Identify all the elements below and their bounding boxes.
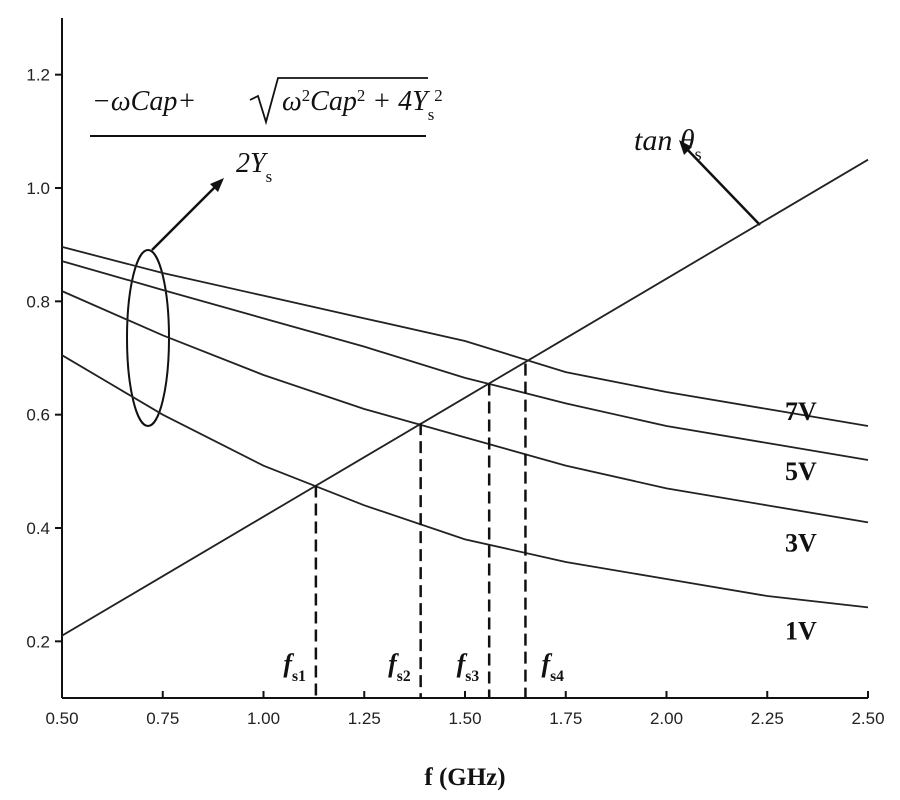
y-tick-label: 0.2 — [26, 632, 50, 651]
text-part: Cap — [310, 86, 357, 117]
series-label: 3V — [785, 528, 817, 557]
series-label: 7V — [785, 397, 817, 426]
x-tick-label: 1.75 — [549, 709, 582, 728]
text-part: s — [266, 167, 273, 186]
text-part: tan — [634, 124, 680, 157]
x-tick-label: 0.75 — [146, 709, 179, 728]
text-part: 2 — [357, 86, 365, 105]
text-part: −ωCap+ — [92, 86, 196, 117]
arrow-head — [679, 140, 692, 155]
text-part: 2 — [434, 86, 442, 105]
arrow-line — [683, 145, 761, 226]
marker-label: fs2 — [388, 649, 411, 685]
x-tick-label: 2.00 — [650, 709, 683, 728]
formula-radicand: ω2Cap2 + 4Ys2 — [282, 86, 443, 124]
x-tick-label: 1.00 — [247, 709, 280, 728]
formula-numerator: −ωCap+ — [92, 86, 196, 117]
radical-sign — [249, 77, 428, 126]
arrow-line — [151, 181, 221, 251]
rich-text: tan θs — [634, 124, 702, 164]
y-tick-label: 0.6 — [26, 406, 50, 425]
y-tick-label: 1.0 — [26, 179, 50, 198]
x-tick-label: 0.50 — [45, 709, 78, 728]
formula-denominator: 2Ys — [236, 148, 272, 186]
text-part: + 4Y — [365, 86, 431, 117]
text-part: 2 — [302, 86, 310, 105]
series-line — [61, 290, 869, 524]
text-part: θ — [680, 124, 695, 157]
arrow-head — [210, 178, 224, 192]
text-part: f — [457, 649, 468, 678]
text-part: s1 — [292, 668, 306, 685]
ellipse-marker — [126, 249, 170, 427]
y-tick-label: 1.2 — [26, 66, 50, 85]
text-part: 2Y — [236, 148, 269, 179]
x-tick-label: 1.25 — [348, 709, 381, 728]
text-part: s2 — [397, 668, 411, 685]
text-part: f — [541, 649, 552, 678]
marker-label: fs4 — [541, 649, 564, 685]
x-axis-label: f (GHz) — [424, 764, 505, 791]
text-part: s4 — [550, 668, 564, 685]
series-line — [61, 260, 869, 461]
marker-label: fs3 — [457, 649, 480, 685]
series-line — [61, 158, 869, 637]
series-line — [61, 354, 869, 609]
y-tick-label: 0.8 — [26, 292, 50, 311]
marker-label: fs1 — [283, 649, 306, 685]
series-label: 5V — [785, 457, 817, 486]
series-label: 1V — [785, 616, 817, 645]
series-line — [61, 246, 869, 427]
text-part: s — [695, 144, 702, 164]
text-part: ω — [282, 86, 302, 117]
text-part: s — [428, 105, 435, 124]
text-part: s3 — [465, 668, 479, 685]
x-tick-label: 1.50 — [448, 709, 481, 728]
y-tick-label: 0.4 — [26, 519, 50, 538]
x-tick-label: 2.50 — [851, 709, 884, 728]
text-part: f — [388, 649, 399, 678]
text-part: f — [283, 649, 294, 678]
x-tick-label: 2.25 — [751, 709, 784, 728]
